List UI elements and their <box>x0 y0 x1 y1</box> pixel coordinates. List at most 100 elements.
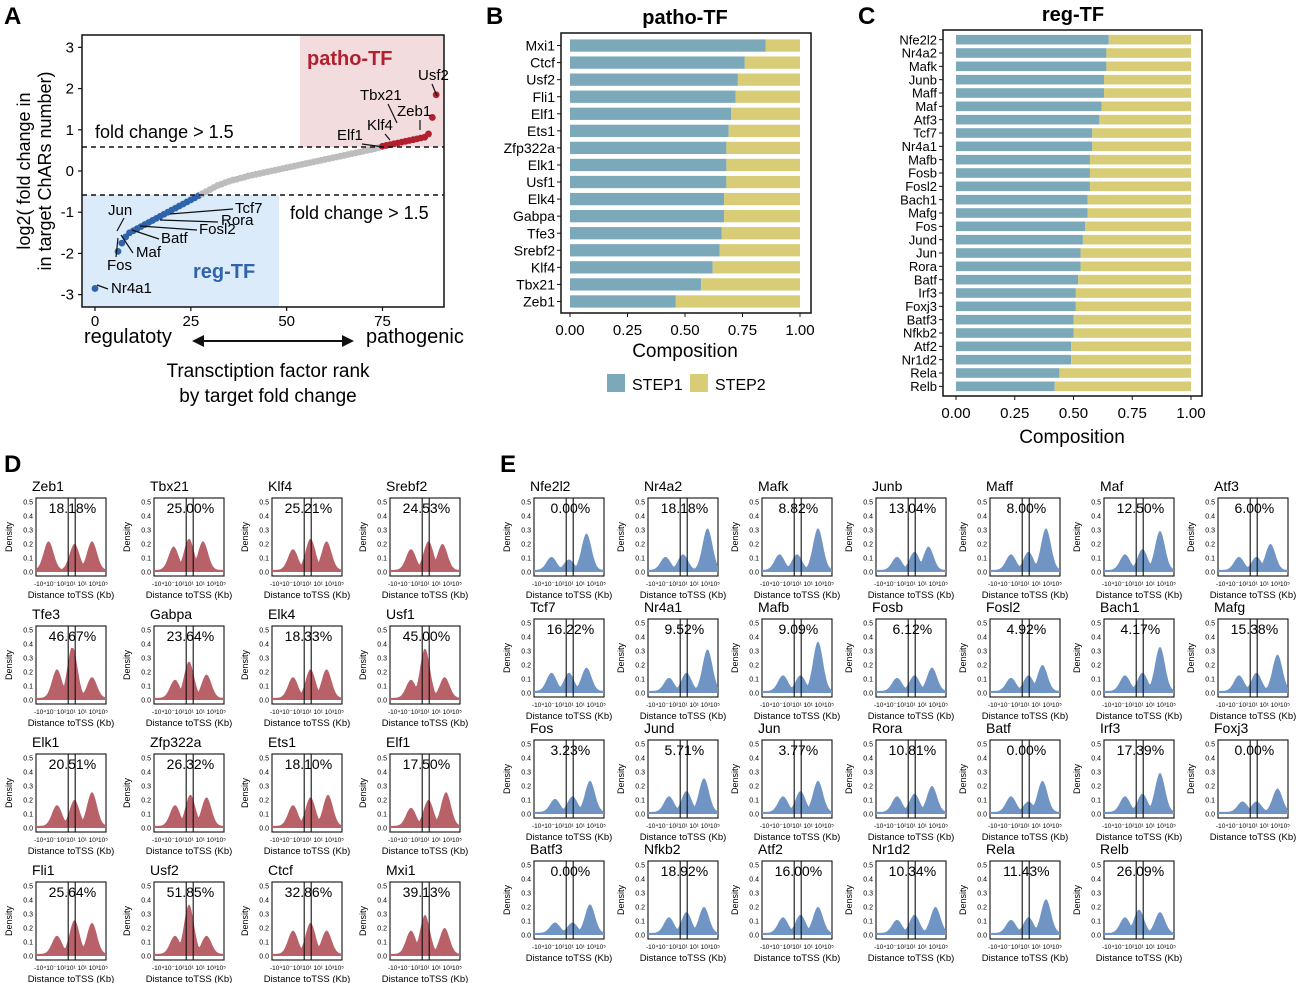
label-tbx21: Tbx21 <box>360 87 402 104</box>
gene-annotations: Usf2 Tbx21 Zeb1 Klf4 Elf1 Jun Tcf7 Rora … <box>107 67 449 297</box>
facet-frame <box>35 881 107 961</box>
facet-y-tick: 0.4 <box>635 877 645 884</box>
density-area <box>154 904 224 956</box>
facet-y-tick: 0.2 <box>23 542 33 549</box>
density-facet: Atf3 6.00% 0.5 0.4 0.3 0.2 0.1 0.0 Density -10⁴10… <box>1186 478 1296 601</box>
bar-step2 <box>1099 114 1191 125</box>
facet-y-tick: 0.0 <box>635 691 645 698</box>
facet-y-tick: 0.4 <box>863 635 873 642</box>
facet-title: Junb <box>872 478 903 494</box>
facet-y-tick: 0.1 <box>259 556 269 563</box>
facet-y-tick: 0.3 <box>635 891 645 898</box>
density-facet: Atf2 16.00% 0.5 0.4 0.3 0.2 0.1 0.0 Density -10⁴1… <box>730 841 840 964</box>
facet-y-tick: 0.0 <box>1091 812 1101 819</box>
facet-xlabel: Distance toTSS (Kb) <box>1096 832 1183 843</box>
facet-frame <box>647 497 719 577</box>
facet-y-tick: 0.2 <box>23 926 33 933</box>
facet-y-tick: 0.2 <box>141 798 151 805</box>
facet-frame <box>1103 618 1175 698</box>
density-facet: Nr4a1 9.52% 0.5 0.4 0.3 0.2 0.1 0.0 Density -10⁴1… <box>616 599 726 722</box>
facet-y-tick: 0.2 <box>635 905 645 912</box>
facet-title: Gabpa <box>150 606 192 622</box>
facet-percent: 23.64% <box>167 628 214 644</box>
category-label: Nr1d2 <box>902 352 937 367</box>
facet-percent: 26.09% <box>1117 863 1164 879</box>
category-label: Batf3 <box>907 312 937 327</box>
bar-step2 <box>1073 314 1191 325</box>
facet-y-tick: 0.3 <box>521 891 531 898</box>
facet-x-ticks: -10⁴10⁻10²10¹ 10¹ 10³10⁵ <box>988 944 1062 951</box>
panel-b-frame <box>560 32 812 314</box>
facet-percent: 17.50% <box>403 756 450 772</box>
facet-y-tick: 0.0 <box>259 826 269 833</box>
facet-xlabel: Distance toTSS (Kb) <box>868 590 955 601</box>
facet-title: Foxj3 <box>1214 720 1248 736</box>
facet-y-tick: 0.2 <box>1205 542 1215 549</box>
facet-y-tick: 0.0 <box>377 826 387 833</box>
facet-y-tick: 0.4 <box>141 642 151 649</box>
bar-step2 <box>726 175 800 189</box>
category-label: Usf2 <box>526 72 555 88</box>
facet-title: Srebf2 <box>386 478 427 494</box>
facet-y-tick: 0.0 <box>977 691 987 698</box>
bar-step2 <box>1078 274 1191 285</box>
facet-title: Zeb1 <box>32 478 64 494</box>
facet-x-ticks: -10⁴10⁻10²10¹ 10¹ 10³10⁵ <box>34 709 108 716</box>
facet-y-tick: 0.4 <box>521 756 531 763</box>
label-klf4: Klf4 <box>367 117 393 134</box>
facet-y-tick: 0.3 <box>521 528 531 535</box>
facet-x-ticks: -10⁴10⁻10²10¹ 10¹ 10³10⁵ <box>388 709 462 716</box>
facet-frame <box>533 497 605 577</box>
facet-y-tick: 0.1 <box>377 940 387 947</box>
facet-y-tick: 0.3 <box>1091 891 1101 898</box>
density-facet: Batf 0.00% 0.5 0.4 0.3 0.2 0.1 0.0 Density -10⁴10… <box>958 720 1068 843</box>
facet-y-tick: 0.5 <box>1091 742 1101 749</box>
bar-step1 <box>956 61 1107 72</box>
density-area <box>154 794 224 828</box>
facet-xlabel: Distance toTSS (Kb) <box>28 974 115 983</box>
facet-x-ticks: -10⁴10⁻10²10¹ 10¹ 10³10⁵ <box>646 702 720 709</box>
facet-xlabel: Distance toTSS (Kb) <box>382 846 469 857</box>
facet-frame <box>647 618 719 698</box>
facet-y-tick: 0.5 <box>23 500 33 507</box>
facet-y-tick: 0.1 <box>23 812 33 819</box>
facet-y-tick: 0.2 <box>749 663 759 670</box>
facet-y-tick: 0.3 <box>749 528 759 535</box>
facet-x-ticks: -10⁴10⁻10²10¹ 10¹ 10³10⁵ <box>1216 702 1290 709</box>
facet-y-tick: 0.5 <box>259 500 269 507</box>
facet-y-tick: 0.4 <box>749 756 759 763</box>
facet-title: Ctcf <box>268 862 293 878</box>
facet-y-tick: 0.2 <box>1091 905 1101 912</box>
bar-step2 <box>1101 101 1191 112</box>
facet-ylabel: Density <box>1072 521 1082 552</box>
category-label: Relb <box>910 379 937 394</box>
facet-x-ticks: -10⁴10⁻10²10¹ 10¹ 10³10⁵ <box>646 581 720 588</box>
panel-b-letter: B <box>486 3 503 30</box>
facet-y-tick: 0.5 <box>1091 500 1101 507</box>
facet-title: Batf3 <box>530 841 563 857</box>
facet-y-tick: 0.3 <box>749 649 759 656</box>
facet-frame <box>35 625 107 705</box>
facet-x-ticks: -10⁴10⁻10²10¹ 10¹ 10³10⁵ <box>270 581 344 588</box>
facet-percent: 18.92% <box>661 863 708 879</box>
category-label: Tbx21 <box>516 276 555 292</box>
density-facet: Ets1 18.10% 0.5 0.4 0.3 0.2 0.1 0.0 Density -10⁴1… <box>240 734 350 857</box>
facet-y-tick: 0.3 <box>863 770 873 777</box>
facet-y-tick: 0.3 <box>259 784 269 791</box>
bar-step2 <box>701 278 800 291</box>
facet-y-tick: 0.3 <box>141 656 151 663</box>
facet-title: Zfp322a <box>150 734 202 750</box>
facet-ylabel: Density <box>958 521 968 552</box>
bar-step1 <box>570 107 731 120</box>
facet-y-tick: 0.2 <box>377 670 387 677</box>
facet-y-tick: 0.1 <box>1205 677 1215 684</box>
facet-y-tick: 0.1 <box>23 940 33 947</box>
bar-step2 <box>1089 168 1191 178</box>
bar-step2 <box>721 227 800 240</box>
bar-step1 <box>956 208 1088 218</box>
facet-frame <box>271 881 343 961</box>
density-area <box>762 780 832 814</box>
facet-y-tick: 0.1 <box>23 684 33 691</box>
facet-percent: 18.33% <box>285 628 332 644</box>
facet-y-tick: 0.4 <box>23 642 33 649</box>
